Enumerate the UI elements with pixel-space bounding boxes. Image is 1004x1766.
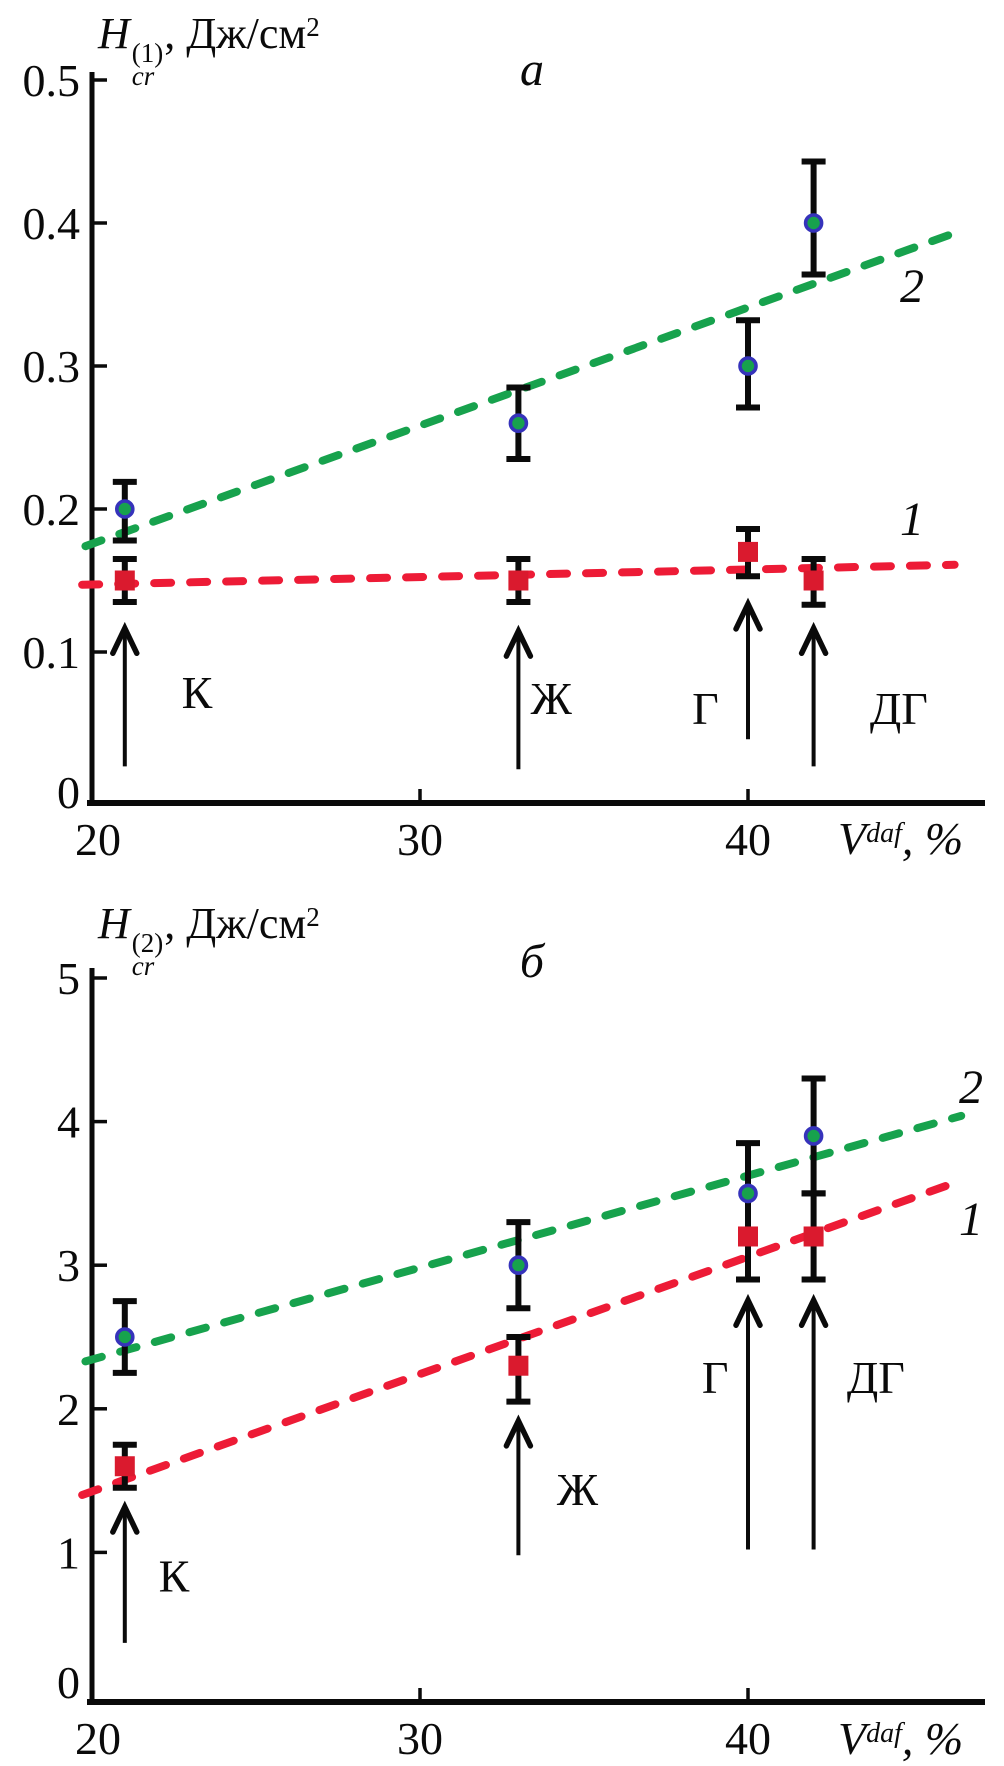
y-title-superscript: (1) (131, 38, 164, 68)
panel-b-letter: б (519, 935, 545, 988)
panel-b-arrowhead-ДГ (798, 1293, 829, 1328)
panel-a-y-axis-title: H (1) cr , Дж/см2 (98, 8, 320, 91)
panel-b-marker-square (803, 1226, 824, 1247)
panel-a-marker-circle (508, 413, 529, 434)
panel-b-grade-label-Г: Г (702, 1352, 729, 1403)
panel-b-x-tick-label-30: 30 (397, 1713, 443, 1764)
panel-b-grade-label-Ж: Ж (557, 1464, 599, 1515)
panel-b-marker-circle (803, 1126, 824, 1146)
panel-a-grade-label-К: К (182, 667, 213, 718)
panel-b-y-zero-label: 0 (57, 1657, 80, 1708)
y-title-superscript: (2) (131, 928, 164, 958)
panel-b-marker-circle (738, 1183, 758, 1204)
x-title-symbol: V (838, 813, 867, 864)
panel-b-y-tick-label-1: 1 (57, 1527, 80, 1578)
panel-a-grade-label-Ж: Ж (531, 673, 573, 724)
panel-a-arrowhead-К (110, 621, 140, 657)
panel-b-x-axis-title: Vdaf, % (838, 1712, 963, 1765)
panel-a-marker-circle (738, 356, 758, 376)
panel-a-y-tick-label-0.2: 0.2 (23, 484, 81, 535)
panel-a-marker-square (114, 570, 135, 591)
panel-a-x-tick-label-20: 20 (75, 814, 121, 865)
panel-b-marker-circle (115, 1327, 135, 1347)
panel-a-y-tick-label-0.4: 0.4 (23, 198, 81, 249)
x-title-units: , % (901, 813, 964, 864)
y-title-units: , Дж/см (164, 899, 307, 948)
panel-b-arrowhead-К (110, 1500, 140, 1535)
panel-b-y-tick-label-2: 2 (57, 1384, 80, 1435)
panel-a-series-label-1: 1 (900, 493, 924, 546)
y-title-units-exponent: 2 (306, 902, 320, 932)
panel-a-marker-square (738, 541, 758, 562)
panel-b-series-label-1: 1 (959, 1193, 983, 1246)
panel-b-grade-label-ДГ: ДГ (847, 1352, 905, 1403)
panel-a-grade-label-ДГ: ДГ (870, 683, 928, 734)
x-title-units: , % (901, 1713, 964, 1764)
panel-b-y-axis-title: H (2) cr , Дж/см2 (98, 898, 320, 981)
panel-a-marker-square (508, 570, 529, 591)
panel-a-series-label-2: 2 (900, 260, 924, 313)
x-title-superscript: daf (866, 818, 902, 849)
panel-a-marker-circle (115, 499, 135, 519)
panel-a-x-tick-label-40: 40 (725, 814, 771, 865)
panel-b-x-tick-label-20: 20 (75, 1713, 121, 1764)
panel-a-marker-circle (803, 213, 824, 233)
panel-b-y-tick-label-5: 5 (57, 953, 80, 1004)
panel-a-y-tick-label-0.1: 0.1 (23, 627, 81, 678)
panel-b-series-label-2: 2 (959, 1061, 983, 1114)
x-title-symbol: V (838, 1713, 867, 1764)
panel-b-y-tick-label-3: 3 (57, 1240, 80, 1291)
panel-a-grade-label-Г: Г (692, 683, 719, 734)
panel-b-arrowhead-Г (733, 1293, 763, 1328)
panel-a-y-zero-label: 0 (57, 767, 80, 818)
panel-a-y-tick-label-0.3: 0.3 (23, 341, 81, 392)
panel-a-marker-square (803, 570, 824, 591)
panel-b-marker-circle (508, 1255, 529, 1275)
y-title-units-exponent: 2 (306, 12, 320, 42)
y-title-subscript: cr (131, 61, 155, 91)
panel-a-trendline-2 (81, 229, 959, 551)
panel-a-y-tick-label-0.5: 0.5 (23, 55, 81, 106)
panel-b-marker-square (114, 1456, 135, 1477)
panel-a-letter: a (520, 43, 544, 96)
panel-a-arrowhead-Г (733, 597, 763, 632)
y-title-subscript: cr (131, 951, 155, 981)
y-title-units: , Дж/см (164, 9, 307, 58)
panel-b-trendline-2 (81, 1111, 966, 1366)
panel-b-arrowhead-Ж (503, 1414, 534, 1449)
panel-b-marker-square (508, 1355, 529, 1376)
panel-b-y-tick-label-4: 4 (57, 1097, 80, 1148)
y-title-symbol: H (98, 899, 130, 948)
panel-a-x-axis-title: Vdaf, % (838, 812, 963, 865)
panel-b-x-tick-label-40: 40 (725, 1713, 771, 1764)
x-title-superscript: daf (866, 1718, 902, 1749)
panel-b-grade-label-К: К (159, 1550, 190, 1601)
panel-a-arrowhead-ДГ (798, 621, 829, 657)
panel-a-arrowhead-Ж (503, 624, 534, 659)
y-title-symbol: H (98, 9, 130, 58)
panel-b-marker-square (738, 1226, 758, 1247)
panel-a-x-tick-label-30: 30 (397, 814, 443, 865)
